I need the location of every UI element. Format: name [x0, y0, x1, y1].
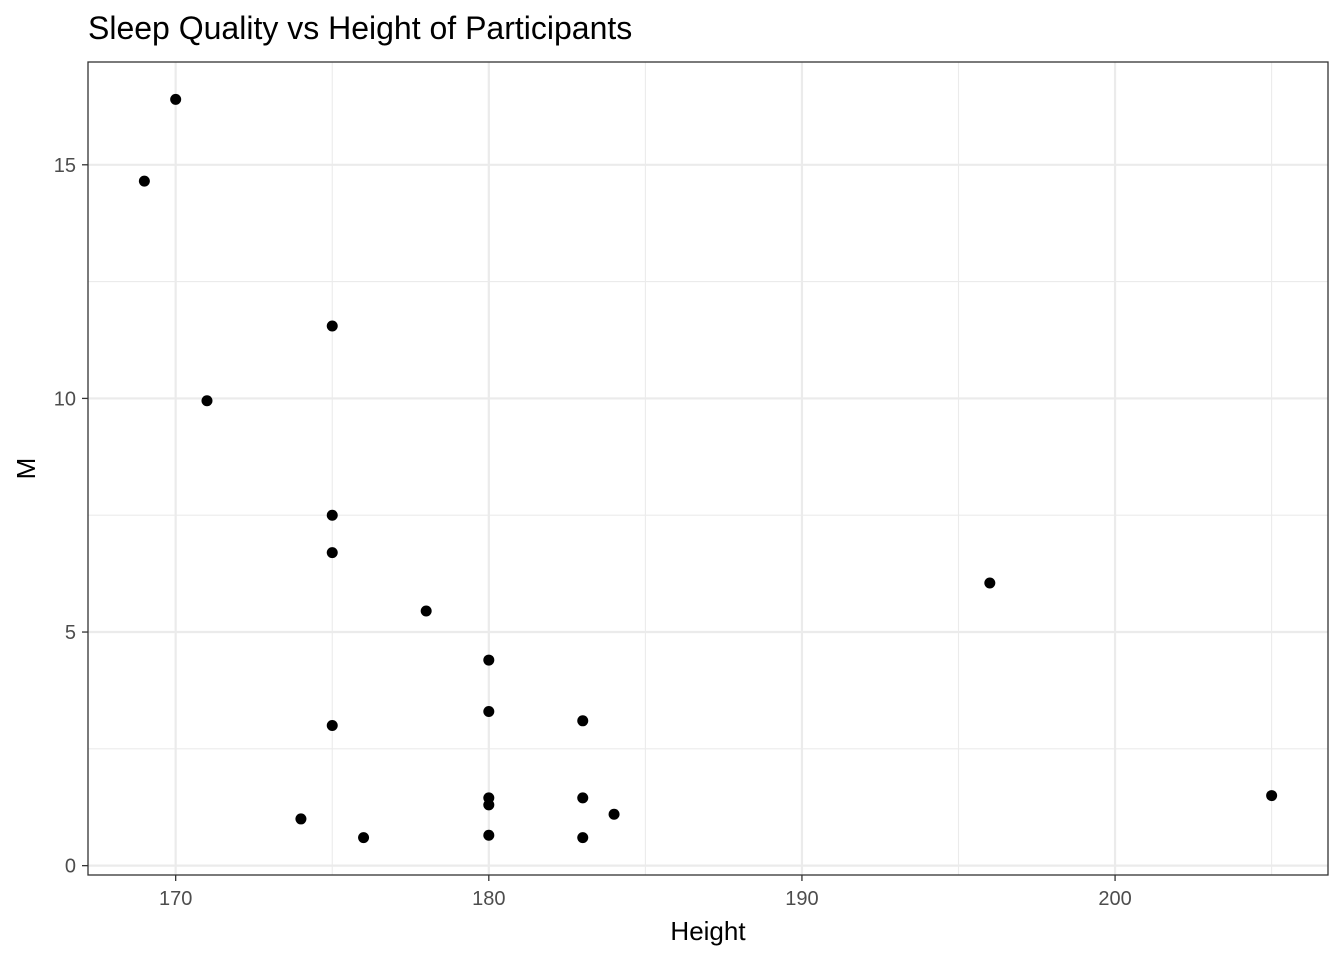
- data-point: [170, 93, 182, 105]
- data-point: [326, 320, 338, 332]
- x-tick-label: 190: [785, 888, 818, 910]
- data-point: [420, 605, 432, 617]
- y-tick-label: 5: [65, 622, 76, 644]
- data-point: [326, 719, 338, 731]
- data-point: [295, 813, 307, 825]
- y-axis-title: M: [11, 458, 41, 480]
- y-axis: 0 5 10 15: [54, 155, 88, 878]
- y-tick-label: 0: [65, 856, 76, 878]
- x-tick-label: 180: [472, 888, 505, 910]
- data-point: [1266, 790, 1278, 802]
- data-point: [326, 547, 338, 559]
- data-point: [483, 705, 495, 717]
- data-point: [577, 832, 589, 844]
- data-point: [483, 829, 495, 841]
- data-point: [358, 832, 370, 844]
- data-points: [138, 93, 1278, 844]
- data-point: [483, 799, 495, 811]
- data-point: [608, 808, 620, 820]
- x-axis-title: Height: [670, 916, 746, 946]
- minor-gridlines: [88, 62, 1328, 875]
- data-point: [483, 654, 495, 666]
- data-point: [984, 577, 996, 589]
- y-tick-label: 10: [54, 388, 76, 410]
- data-point: [201, 395, 213, 407]
- x-tick-label: 170: [159, 888, 192, 910]
- major-gridlines: [88, 62, 1328, 875]
- chart-title: Sleep Quality vs Height of Participants: [88, 10, 632, 46]
- data-point: [577, 792, 589, 804]
- x-axis: 170 180 190 200: [159, 875, 1132, 910]
- x-tick-label: 200: [1098, 888, 1131, 910]
- y-tick-label: 15: [54, 155, 76, 177]
- panel-border: [87, 61, 1329, 876]
- data-point: [138, 175, 150, 187]
- data-point: [577, 715, 589, 727]
- data-point: [326, 509, 338, 521]
